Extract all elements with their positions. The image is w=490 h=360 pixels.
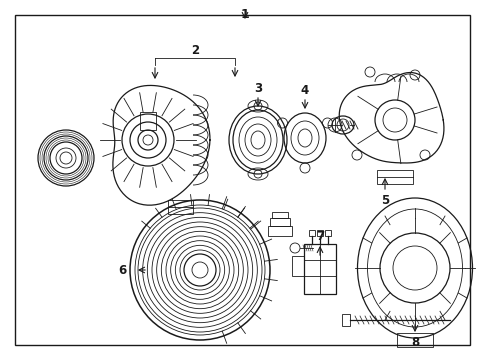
Text: 3: 3 xyxy=(254,81,262,95)
Bar xyxy=(325,230,331,236)
Bar xyxy=(168,200,193,214)
Text: 2: 2 xyxy=(191,44,199,57)
Bar xyxy=(342,314,350,326)
Text: 8: 8 xyxy=(411,336,419,348)
Bar xyxy=(140,112,156,130)
Bar xyxy=(309,230,315,236)
Bar xyxy=(292,256,304,276)
Bar xyxy=(317,230,323,236)
Bar xyxy=(377,170,413,184)
Text: 7: 7 xyxy=(316,230,324,243)
Text: 5: 5 xyxy=(381,194,389,207)
Bar xyxy=(397,333,433,347)
Text: 4: 4 xyxy=(301,84,309,96)
Bar xyxy=(304,244,336,294)
Bar xyxy=(270,218,290,226)
Bar xyxy=(272,212,288,218)
Text: 1: 1 xyxy=(241,8,249,21)
Bar xyxy=(268,226,292,236)
Text: 6: 6 xyxy=(118,264,126,276)
